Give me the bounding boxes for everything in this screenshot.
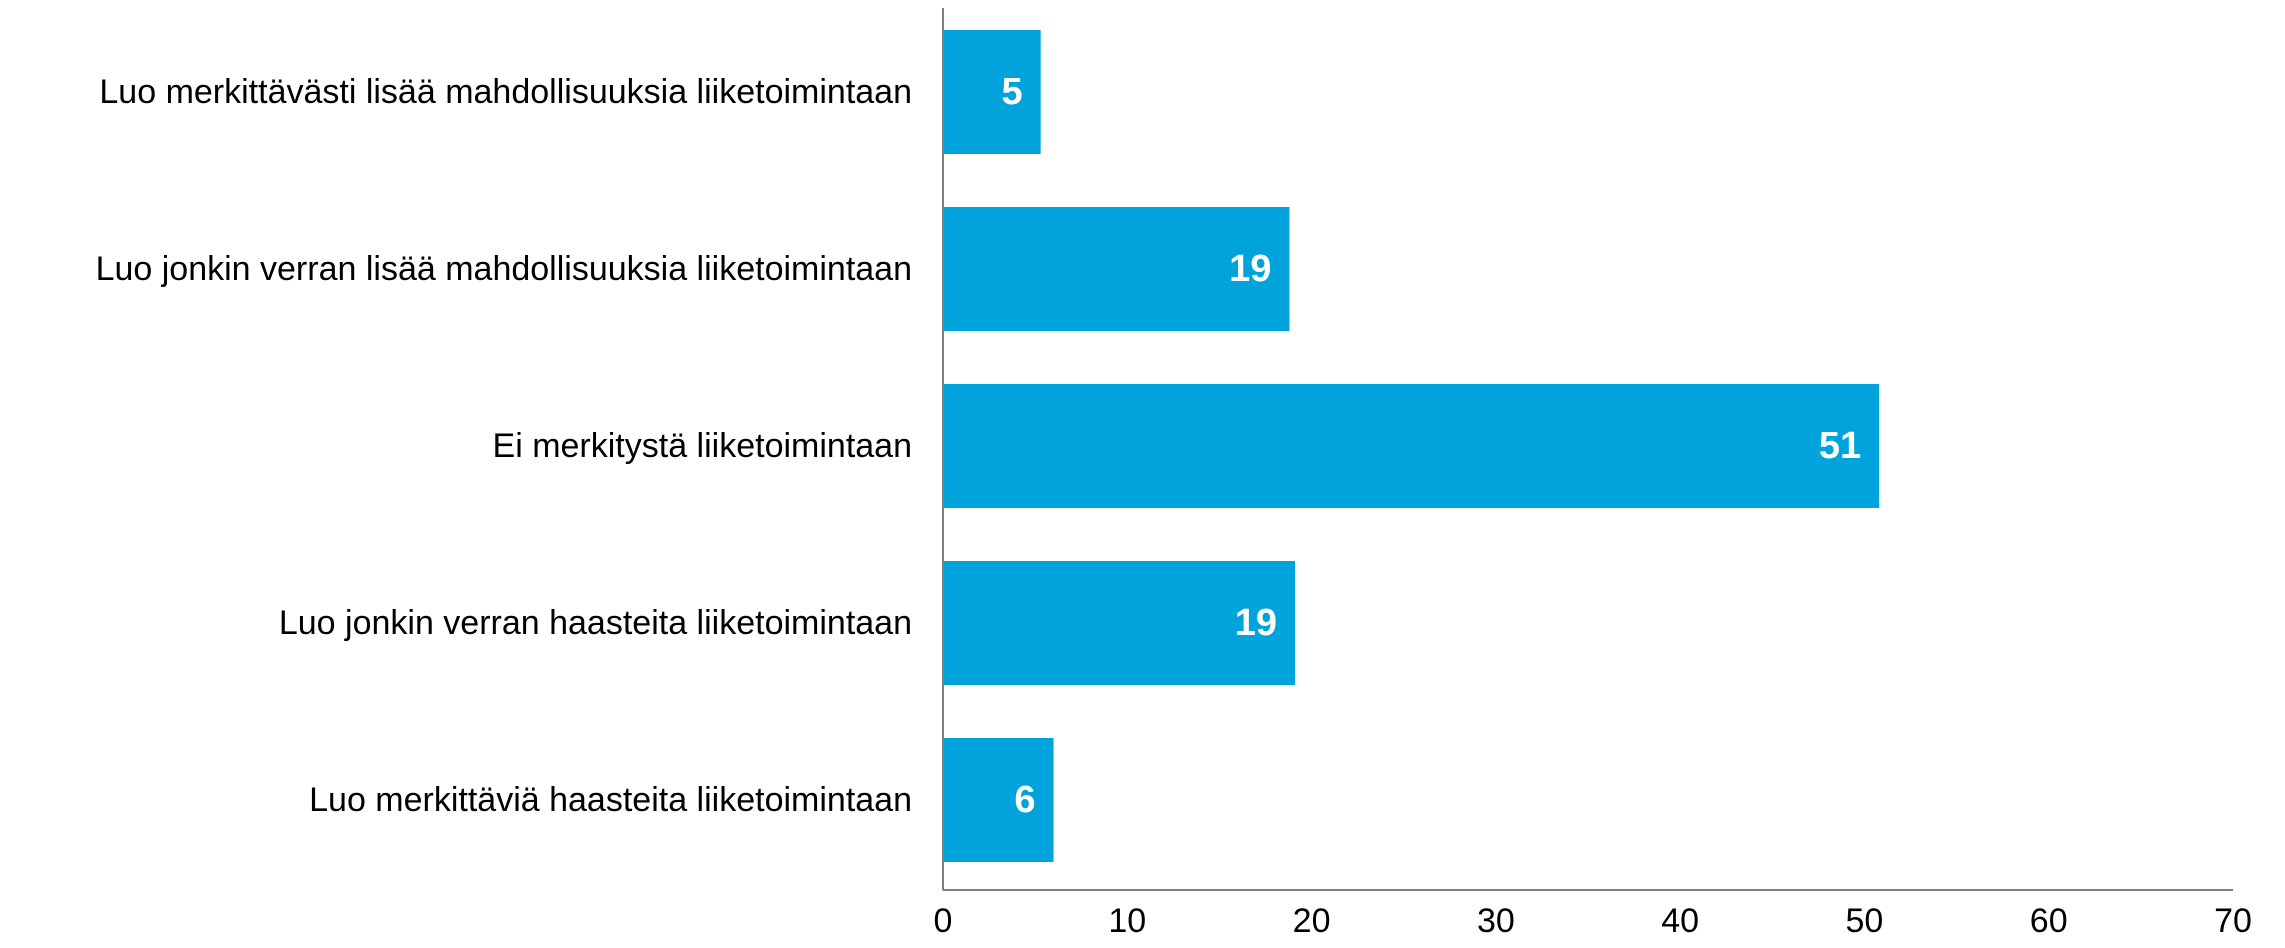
value-label-2: 19 <box>1229 248 1271 290</box>
value-label-1: 5 <box>1002 71 1023 113</box>
x-tick-label-10: 10 <box>1108 902 1146 940</box>
value-labels-group: 5 19 51 19 6 <box>1002 71 1862 821</box>
value-label-5: 6 <box>1014 779 1035 821</box>
category-label-3: Ei merkitystä liiketoimintaan <box>493 427 912 465</box>
category-label-1: Luo merkittävästi lisää mahdollisuuksia … <box>99 73 912 111</box>
x-tick-label-0: 0 <box>934 902 953 940</box>
category-label-2: Luo jonkin verran lisää mahdollisuuksia … <box>96 250 912 288</box>
x-tick-label-50: 50 <box>1846 902 1884 940</box>
x-tick-label-40: 40 <box>1661 902 1699 940</box>
bar-2 <box>943 207 1290 331</box>
category-label-5: Luo merkittäviä haasteita liiketoimintaa… <box>309 781 912 819</box>
bar-5 <box>943 738 1054 862</box>
x-tick-label-60: 60 <box>2030 902 2068 940</box>
x-tick-labels-group: 0 10 20 30 40 50 60 70 <box>934 902 2252 940</box>
x-tick-label-20: 20 <box>1293 902 1331 940</box>
bars-group <box>943 30 1880 862</box>
x-tick-label-30: 30 <box>1477 902 1515 940</box>
bar-3 <box>943 384 1880 508</box>
value-label-4: 19 <box>1235 602 1277 644</box>
category-label-4: Luo jonkin verran haasteita liiketoimint… <box>279 604 912 642</box>
bar-4 <box>943 561 1295 685</box>
bar-1 <box>943 30 1041 154</box>
category-labels-group: Luo merkittävästi lisää mahdollisuuksia … <box>96 73 912 819</box>
value-label-3: 51 <box>1819 425 1861 467</box>
x-tick-label-70: 70 <box>2214 902 2252 940</box>
